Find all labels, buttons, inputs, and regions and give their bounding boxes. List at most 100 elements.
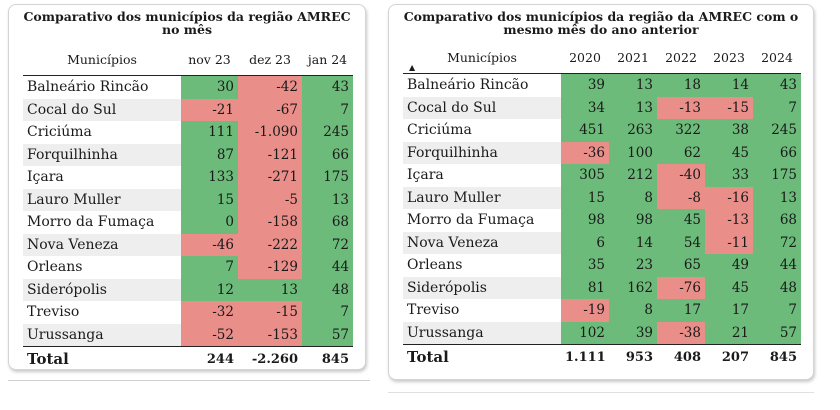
- value-cell: 21: [705, 321, 753, 345]
- value-cell: 54: [657, 231, 705, 254]
- table-row: Cocal do Sul 34 13 -13 -15 7: [403, 96, 801, 119]
- right-header-row: Municípios ▲ 2020 2021 2022 2023 2024: [403, 41, 801, 74]
- right-panel: Comparativo dos municípios da região da …: [388, 4, 814, 380]
- value-cell: 30: [181, 75, 238, 99]
- municipality-name: Treviso: [407, 302, 460, 319]
- value-cell: -129: [238, 256, 302, 279]
- value-cell: -1.090: [238, 121, 302, 144]
- value-cell: 62: [657, 141, 705, 164]
- right-table: Municípios ▲ 2020 2021 2022 2023 2024 Ba…: [403, 41, 801, 369]
- value-cell: 72: [753, 231, 801, 254]
- value-cell: 72: [302, 233, 353, 256]
- table-row: Morro da Fumaça 0 -158 68: [23, 211, 353, 234]
- value-cell: 14: [609, 231, 657, 254]
- total-value: 408: [657, 344, 705, 369]
- divider: [8, 380, 370, 381]
- value-cell: 8: [609, 299, 657, 322]
- value-cell: 39: [609, 321, 657, 345]
- value-cell: 133: [181, 166, 238, 189]
- table-row: Balneário Rincão 39 13 18 14 43: [403, 73, 801, 97]
- total-value: 244: [181, 346, 238, 371]
- value-cell: 98: [561, 209, 609, 232]
- value-cell: 68: [753, 209, 801, 232]
- value-cell: 102: [561, 321, 609, 345]
- municipality-name: Cocal do Sul: [23, 98, 181, 121]
- col-header-2022[interactable]: 2022: [665, 49, 697, 65]
- table-row: Orleans 35 23 65 49 44: [403, 254, 801, 277]
- value-cell: 100: [609, 141, 657, 164]
- table-row: Forquilhinha -36 100 62 45 66: [403, 141, 801, 164]
- total-row: Total 244 -2.260 845: [23, 346, 353, 371]
- col-header-nov23[interactable]: nov 23: [188, 51, 231, 67]
- total-value: 845: [302, 346, 353, 371]
- col-header-2024[interactable]: 2024: [761, 49, 793, 65]
- col-header-2023[interactable]: 2023: [713, 49, 745, 65]
- value-cell: 44: [753, 254, 801, 277]
- municipality-name: Urussanga: [403, 321, 561, 345]
- value-cell: 81: [561, 276, 609, 299]
- municipality-name: Içara: [407, 167, 444, 184]
- col-header-municipios[interactable]: Municípios: [67, 51, 137, 67]
- value-cell: 23: [609, 254, 657, 277]
- col-header-municipios[interactable]: Municípios ▲: [403, 41, 561, 74]
- value-cell: -36: [561, 141, 609, 164]
- value-cell: 451: [561, 119, 609, 142]
- municipality-name: Forquilhinha: [23, 143, 181, 166]
- value-cell: 175: [753, 164, 801, 187]
- value-cell: 13: [302, 188, 353, 211]
- sort-ascending-icon[interactable]: ▲: [409, 63, 416, 72]
- value-cell: 34: [561, 96, 609, 119]
- table-row: Içara 305 212 -40 33 175: [403, 164, 801, 187]
- value-cell: 87: [181, 143, 238, 166]
- total-value: -2.260: [238, 346, 302, 371]
- col-header-jan24[interactable]: jan 24: [307, 51, 348, 67]
- value-cell: 175: [302, 166, 353, 189]
- table-row: Orleans 7 -129 44: [23, 256, 353, 279]
- total-row: Total 1.111 953 408 207 845: [403, 344, 801, 369]
- value-cell: 15: [181, 188, 238, 211]
- value-cell: 245: [302, 121, 353, 144]
- value-cell: 212: [609, 164, 657, 187]
- value-cell: -153: [238, 323, 302, 347]
- value-cell: -52: [181, 323, 238, 347]
- table-row: Nova Veneza -46 -222 72: [23, 233, 353, 256]
- municipality-name: Urussanga: [23, 323, 181, 347]
- table-row: Urussanga 102 39 -38 21 57: [403, 321, 801, 345]
- value-cell: -13: [705, 209, 753, 232]
- value-cell: -67: [238, 98, 302, 121]
- col-header-dez23[interactable]: dez 23: [249, 51, 291, 67]
- total-value: 953: [609, 344, 657, 369]
- right-title: Comparativo dos municípios da região da …: [403, 9, 799, 37]
- municipality-name: Morro da Fumaça: [407, 212, 535, 229]
- municipality-name: Cocal do Sul: [403, 96, 561, 119]
- value-cell: -13: [657, 96, 705, 119]
- value-cell: 322: [657, 119, 705, 142]
- table-row: Siderópolis 81 162 -76 45 48: [403, 276, 801, 299]
- col-header-2021[interactable]: 2021: [617, 49, 649, 65]
- value-cell: 18: [657, 73, 705, 97]
- left-table: Municípios nov 23 dez 23 jan 24 Balneári…: [23, 43, 353, 371]
- value-cell: 38: [705, 119, 753, 142]
- value-cell: 245: [753, 119, 801, 142]
- municipality-name: Orleans: [407, 257, 463, 274]
- municipality-name: Balneário Rincão: [403, 73, 561, 97]
- total-label: Total: [23, 346, 181, 371]
- table-row: Criciúma 451 263 322 38 245: [403, 119, 801, 142]
- value-cell: -46: [181, 233, 238, 256]
- divider: [388, 392, 814, 393]
- value-cell: 43: [302, 75, 353, 99]
- value-cell: -11: [705, 231, 753, 254]
- table-row: Treviso -32 -15 7: [23, 301, 353, 324]
- value-cell: 48: [753, 276, 801, 299]
- value-cell: -5: [238, 188, 302, 211]
- value-cell: -38: [657, 321, 705, 345]
- table-row: Lauro Muller 15 -5 13: [23, 188, 353, 211]
- table-row: Cocal do Sul -21 -67 7: [23, 98, 353, 121]
- value-cell: 48: [302, 278, 353, 301]
- value-cell: 263: [609, 119, 657, 142]
- value-cell: 65: [657, 254, 705, 277]
- total-label: Total: [403, 344, 561, 369]
- value-cell: -76: [657, 276, 705, 299]
- col-header-2020[interactable]: 2020: [569, 49, 601, 65]
- table-row: Balneário Rincão 30 -42 43: [23, 75, 353, 99]
